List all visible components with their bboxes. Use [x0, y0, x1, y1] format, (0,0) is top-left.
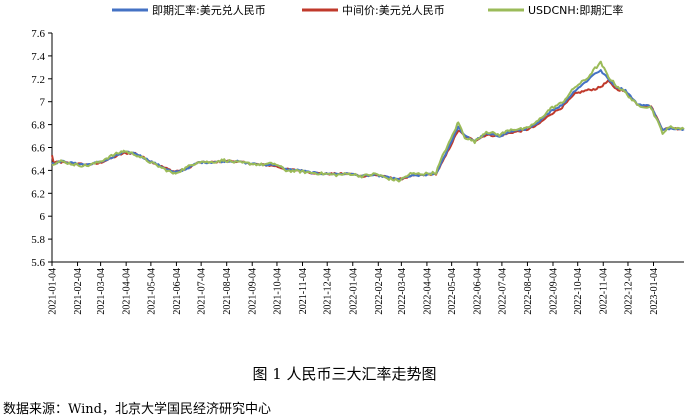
data-source-note: 数据来源：Wind，北京大学国民经济研究中心: [3, 402, 271, 417]
x-tick-label: 2021-01-04: [48, 268, 59, 315]
y-tick-label: 7.6: [31, 28, 45, 40]
y-tick-label: 7.4: [31, 51, 45, 63]
x-axis: 2021-01-04 2021-02-04 2021-03-04 2021-04-04…: [48, 261, 684, 315]
legend-label-2: USDCNH:即期汇率: [528, 3, 623, 17]
x-tick-label: 2021-08-04: [222, 268, 233, 315]
y-tick-label: 7: [40, 97, 46, 109]
x-tick-label: 2021-10-04: [272, 268, 283, 315]
y-tick-label: 6.6: [31, 143, 45, 155]
x-tick-label: 2022-02-04: [374, 268, 385, 315]
y-tick-label: 5.6: [31, 257, 45, 269]
series-line-2: [51, 60, 685, 183]
x-tick-label: 2022-03-04: [397, 268, 408, 315]
y-axis: 5.6 5.8 6 6.2 6.4 6.6 6.8 7 7.2 7.4 7.6: [31, 28, 53, 269]
y-tick-label: 7.2: [31, 74, 45, 86]
y-tick-label: 6.2: [31, 188, 45, 200]
x-tick-label: 2021-09-04: [248, 268, 259, 315]
x-tick-label: 2022-12-04: [623, 268, 634, 315]
x-tick-label: 2021-05-04: [146, 268, 157, 315]
x-tick-label: 2022-06-04: [473, 268, 484, 315]
y-tick-label: 5.8: [31, 234, 45, 246]
x-tick-label: 2022-07-04: [497, 268, 508, 315]
legend-label-1: 中间价:美元兑人民币: [342, 3, 445, 17]
legend: 即期汇率:美元兑人民币 中间价:美元兑人民币 USDCNH:即期汇率: [112, 3, 623, 17]
x-tick-label: 2022-11-04: [599, 268, 610, 314]
series-line-1: [51, 79, 685, 181]
x-tick-label: 2021-11-04: [298, 268, 309, 314]
x-tick-label: 2022-01-04: [348, 268, 359, 315]
plot-lines: [51, 60, 685, 183]
legend-label-0: 即期汇率:美元兑人民币: [152, 3, 266, 17]
x-tick-label: 2022-08-04: [523, 268, 534, 315]
x-tick-label: 2021-07-04: [197, 268, 208, 315]
series-line-0: [51, 69, 685, 181]
x-tick-label: 2022-04-04: [422, 268, 433, 315]
x-tick-label: 2022-10-04: [573, 268, 584, 315]
x-tick-label: 2023-01-04: [649, 268, 660, 315]
x-tick-label: 2021-04-04: [122, 268, 133, 315]
y-tick-label: 6: [40, 211, 46, 223]
x-tick-label: 2022-05-04: [447, 268, 458, 315]
x-tick-label: 2021-02-04: [73, 268, 84, 315]
x-tick-label: 2021-03-04: [96, 268, 107, 315]
x-tick-label: 2022-09-04: [548, 268, 559, 315]
y-tick-label: 6.4: [31, 165, 45, 177]
y-tick-label: 6.8: [31, 120, 45, 132]
figure-caption: 图 1 人民币三大汇率走势图: [252, 365, 437, 383]
x-tick-label: 2021-12-04: [323, 268, 334, 315]
x-tick-label: 2021-06-04: [172, 268, 183, 315]
exchange-rate-chart: 即期汇率:美元兑人民币 中间价:美元兑人民币 USDCNH:即期汇率 5.6 5.8 6…: [31, 3, 685, 315]
